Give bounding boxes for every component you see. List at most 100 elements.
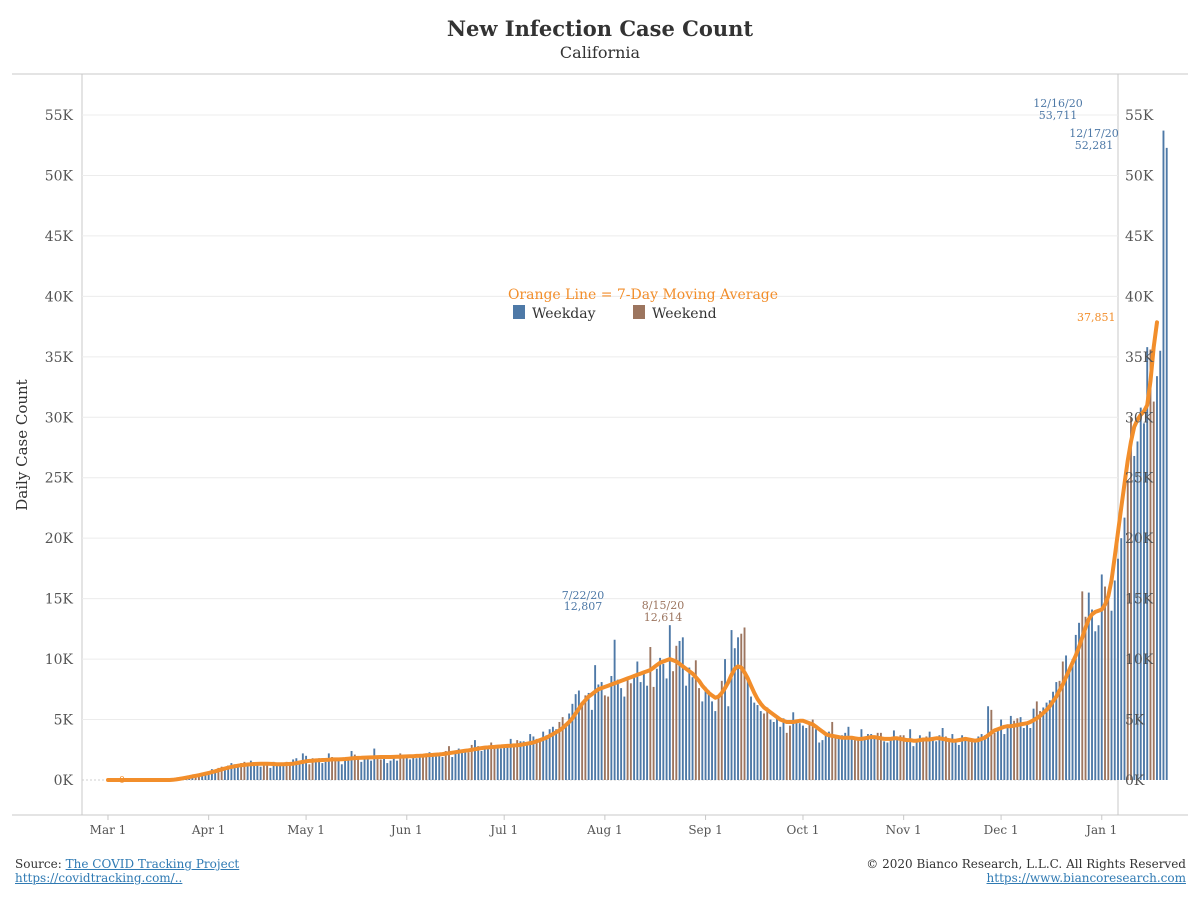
- weekday-bar: [1026, 721, 1029, 780]
- weekend-bar: [493, 746, 496, 780]
- x-tick-label: Nov 1: [886, 823, 922, 837]
- weekend-bar: [720, 680, 723, 780]
- x-tick-label: Dec 1: [984, 823, 1019, 837]
- weekday-bar: [905, 741, 908, 780]
- site-link[interactable]: https://www.biancoresearch.com: [986, 871, 1186, 885]
- weekday-bar: [1087, 592, 1090, 780]
- weekday-bar: [610, 676, 613, 780]
- page-title: New Infection Case Count: [446, 16, 754, 41]
- weekday-bar: [428, 752, 431, 780]
- x-tick-label: Aug 1: [586, 823, 623, 837]
- weekday-bar: [314, 761, 317, 780]
- weekday-bar: [896, 738, 899, 780]
- weekday-bar: [977, 736, 980, 780]
- moving-average-line: [106, 320, 1159, 782]
- weekday-bar: [532, 736, 535, 780]
- annotation-ma-first: 0: [119, 776, 125, 786]
- weekday-bar: [1009, 715, 1012, 780]
- weekday-bar: [1110, 610, 1113, 780]
- weekend-bar: [834, 737, 837, 780]
- weekday-bar: [405, 757, 408, 780]
- weekday-bar: [383, 757, 385, 780]
- weekend-bar: [1039, 711, 1041, 780]
- weekday-bar: [1165, 147, 1168, 780]
- weekday-bar: [815, 729, 817, 780]
- weekday-bar: [1117, 558, 1119, 780]
- weekday-bar: [214, 771, 217, 780]
- weekday-bar: [548, 729, 551, 780]
- weekday-bar: [795, 721, 798, 780]
- weekend-bar: [581, 705, 584, 780]
- weekday-bar: [366, 758, 369, 780]
- y-tick-label-right: 10K: [1125, 652, 1154, 668]
- weekday-bar: [210, 769, 213, 780]
- weekend-bar: [240, 763, 243, 780]
- weekday-bar: [623, 696, 626, 780]
- weekend-bar: [379, 759, 382, 780]
- weekday-bar: [688, 667, 691, 780]
- weekday-bar: [863, 736, 866, 780]
- weekend-bar: [308, 764, 311, 780]
- weekend-bar: [1061, 661, 1064, 780]
- weekday-bar: [746, 680, 749, 780]
- weekend-bar: [243, 761, 246, 780]
- source-url-line: https://covidtracking.com/..: [15, 871, 182, 886]
- weekday-bar: [480, 750, 483, 780]
- weekday-bar: [1162, 130, 1165, 780]
- weekday-bar: [753, 702, 756, 780]
- weekday-bar: [386, 763, 389, 780]
- weekday-bar: [551, 726, 554, 780]
- y-tick-label-left: 5K: [54, 713, 74, 729]
- weekend-bar: [353, 754, 356, 780]
- weekend-bar: [1152, 401, 1155, 780]
- weekend-bar: [311, 758, 314, 780]
- weekday-bar: [409, 759, 411, 780]
- weekend-bar: [266, 764, 269, 780]
- weekday-bar: [983, 735, 986, 780]
- weekday-bar: [691, 677, 694, 780]
- y-tick-label-right: 25K: [1125, 471, 1154, 487]
- weekday-bar: [957, 744, 960, 780]
- weekday-bar: [587, 692, 590, 780]
- weekend-bar: [538, 740, 541, 780]
- weekday-bar: [496, 744, 499, 780]
- weekday-bar: [363, 759, 366, 780]
- weekday-bar: [730, 630, 733, 780]
- weekend-bar: [629, 683, 632, 780]
- weekday-bar: [951, 734, 954, 780]
- weekend-bar: [785, 732, 788, 780]
- weekday-bar: [805, 728, 808, 780]
- weekday-bar: [1032, 708, 1035, 780]
- weekday-bar: [230, 763, 233, 780]
- weekday-bar: [564, 726, 567, 780]
- x-tick-label: Mar 1: [90, 823, 127, 837]
- weekday-bar: [818, 742, 821, 780]
- weekday-bar: [873, 737, 876, 780]
- weekend-bar: [944, 736, 947, 780]
- weekday-bar: [883, 741, 886, 780]
- weekday-bar: [435, 755, 437, 780]
- weekday-bar: [506, 747, 509, 780]
- weekend-bar: [1107, 596, 1110, 780]
- weekday-bar: [1123, 517, 1126, 780]
- y-tick-label-left: 40K: [45, 289, 74, 305]
- weekday-bar: [1000, 719, 1003, 780]
- weekday-bar: [324, 761, 327, 780]
- weekday-bar: [555, 729, 558, 780]
- weekday-bar: [360, 761, 363, 780]
- weekday-bar: [438, 753, 441, 780]
- x-tick-label: Jul 1: [488, 823, 518, 837]
- weekday-bar: [600, 682, 603, 780]
- weekend-bar: [1016, 718, 1019, 780]
- legend-title: Orange Line = 7-Day Moving Average: [508, 287, 778, 303]
- source-link[interactable]: The COVID Tracking Project: [65, 857, 240, 871]
- weekday-bar: [724, 659, 726, 780]
- weekday-bar: [750, 696, 752, 780]
- weekday-bar: [457, 748, 460, 780]
- source-url-link[interactable]: https://covidtracking.com/..: [15, 871, 183, 885]
- weekday-bar: [714, 711, 717, 780]
- weekday-bar: [389, 760, 392, 780]
- weekday-bar: [594, 665, 597, 780]
- weekend-bar: [357, 757, 359, 780]
- weekday-bar: [246, 765, 249, 780]
